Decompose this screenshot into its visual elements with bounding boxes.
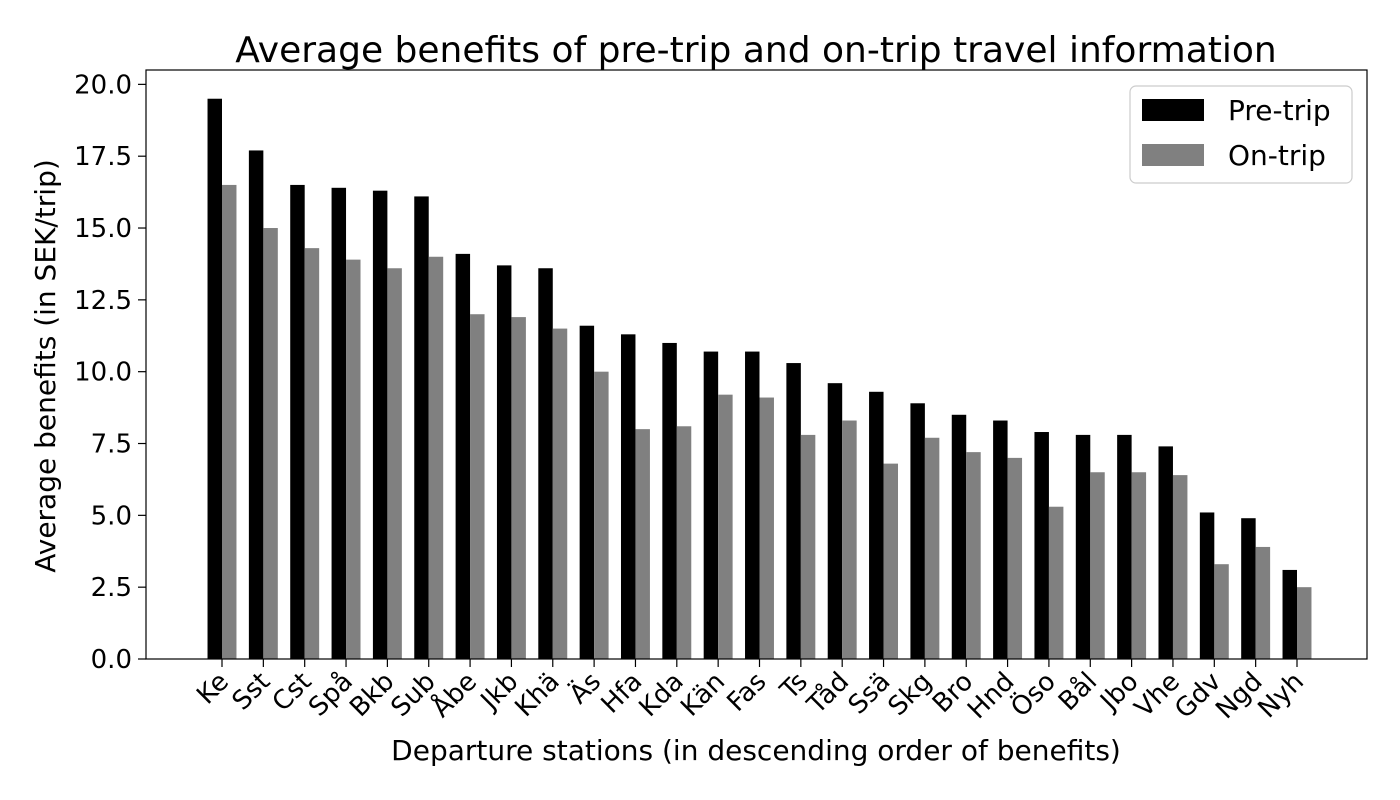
x-tick-label: Khä [510, 667, 566, 723]
bar-pre-trip-18 [951, 414, 967, 659]
bar-pre-trip-13 [745, 351, 760, 659]
y-tick-label: 15.0 [74, 214, 132, 244]
x-axis-ticks: KeSstCstSpåBkbSubÅbeJkbKhäÄsHfaKdaKänFas… [191, 659, 1310, 725]
x-axis-label: Departure stations (in descending order … [391, 734, 1121, 767]
x-tick-label: Sst [227, 667, 277, 717]
y-axis-ticks: 0.0 2.5 5.0 7.5 10.0 12.5 15.0 17.5 20.0 [74, 70, 146, 675]
bar-on-trip-26 [1297, 587, 1312, 659]
bar-on-trip-7 [511, 317, 526, 659]
bar-pre-trip-25 [1241, 518, 1256, 659]
bar-on-trip-21 [1090, 472, 1105, 659]
x-tick-label: Hfa [596, 667, 649, 720]
bar-on-trip-8 [552, 328, 568, 659]
bar-on-trip-22 [1131, 472, 1147, 659]
bar-on-trip-0 [222, 184, 237, 660]
y-tick-label: 2.5 [91, 573, 132, 603]
bar-pre-trip-0 [207, 98, 222, 660]
bar-pre-trip-21 [1075, 434, 1091, 659]
bar-on-trip-12 [718, 394, 733, 659]
y-tick-label: 0.0 [91, 645, 132, 675]
bar-pre-trip-17 [910, 403, 925, 659]
bar-pre-trip-19 [993, 420, 1008, 659]
bar-pre-trip-23 [1158, 446, 1173, 659]
x-tick-label: Cst [267, 667, 318, 718]
y-tick-label: 7.5 [91, 430, 132, 460]
bar-pre-trip-16 [869, 391, 884, 659]
y-tick-label: 20.0 [74, 70, 132, 100]
bar-on-trip-14 [800, 434, 816, 659]
bar-on-trip-11 [676, 426, 692, 659]
bar-on-trip-25 [1255, 546, 1271, 659]
bar-pre-trip-3 [331, 187, 347, 660]
bar-pre-trip-7 [496, 265, 512, 659]
legend-label-on-trip: On-trip [1228, 139, 1326, 172]
legend-swatch-on-trip [1142, 144, 1204, 166]
bar-pre-trip-2 [290, 184, 305, 660]
y-tick-label: 12.5 [74, 286, 132, 316]
bar-on-trip-10 [635, 429, 650, 659]
bar-pre-trip-24 [1199, 512, 1215, 659]
bar-pre-trip-15 [827, 383, 843, 659]
x-tick-label: Fas [722, 667, 773, 718]
bar-pre-trip-1 [248, 150, 264, 659]
bar-on-trip-20 [1048, 506, 1064, 659]
bar-pre-trip-5 [414, 196, 429, 660]
bar-on-trip-4 [387, 268, 402, 659]
x-tick-label: Nyh [1252, 667, 1310, 725]
y-tick-label: 5.0 [91, 501, 132, 531]
bar-pre-trip-20 [1034, 432, 1049, 659]
bar-pre-trip-11 [662, 342, 677, 659]
bar-on-trip-9 [594, 371, 609, 659]
y-axis-label: Average benefits (in SEK/trip) [29, 159, 62, 573]
bar-pre-trip-9 [579, 325, 595, 659]
bar-on-trip-6 [470, 314, 485, 659]
bar-on-trip-1 [263, 228, 278, 659]
bar-on-trip-23 [1172, 475, 1188, 659]
bar-on-trip-17 [924, 437, 940, 659]
bar-on-trip-5 [428, 256, 444, 659]
y-tick-label: 17.5 [74, 142, 132, 172]
bar-on-trip-18 [966, 452, 981, 659]
legend: Pre-trip On-trip [1129, 85, 1353, 184]
x-tick-label: Tåd [800, 666, 855, 721]
bar-pre-trip-14 [786, 363, 801, 659]
bar-pre-trip-6 [455, 253, 471, 659]
bar-pre-trip-10 [620, 334, 636, 659]
bars [207, 98, 1312, 660]
legend-swatch-pre-trip [1142, 99, 1204, 121]
bar-on-trip-24 [1214, 564, 1229, 659]
bar-pre-trip-4 [372, 190, 388, 660]
bar-on-trip-19 [1007, 457, 1023, 659]
legend-label-pre-trip: Pre-trip [1228, 94, 1331, 127]
x-tick-label: Ke [191, 667, 235, 711]
bar-pre-trip-26 [1282, 569, 1297, 659]
bar-on-trip-16 [883, 463, 899, 659]
bar-pre-trip-8 [538, 268, 553, 659]
plot-frame [145, 69, 1368, 660]
bar-pre-trip-12 [703, 351, 719, 659]
x-tick-label: Bål [1052, 666, 1103, 717]
bar-on-trip-3 [346, 259, 361, 659]
bar-on-trip-2 [304, 248, 320, 659]
bar-on-trip-15 [842, 420, 857, 659]
y-tick-label: 10.0 [74, 358, 132, 388]
bar-pre-trip-22 [1117, 434, 1132, 659]
bar-on-trip-13 [759, 397, 774, 659]
chart-title: Average benefits of pre-trip and on-trip… [235, 30, 1276, 71]
